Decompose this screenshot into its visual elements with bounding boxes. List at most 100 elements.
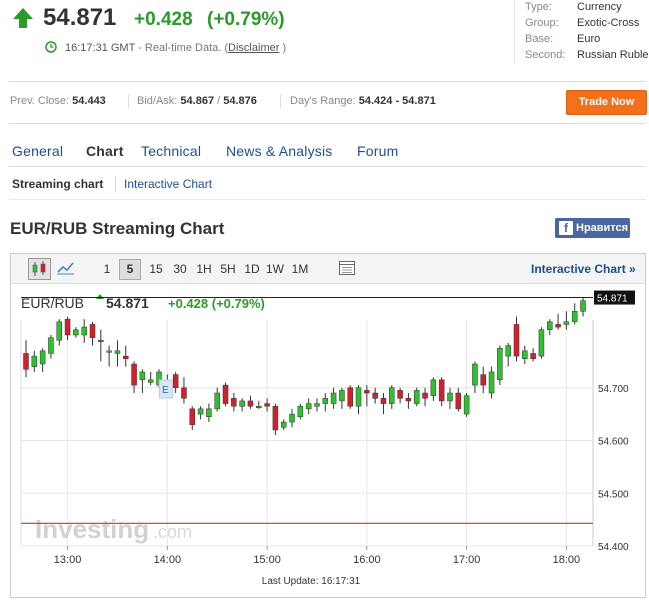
chart-panel: [10, 253, 646, 598]
candle-body: [405, 398, 412, 402]
candle-body: [480, 374, 486, 386]
interval-1W[interactable]: 1W: [266, 262, 284, 276]
chart-change: +0.428 (+0.79%): [168, 296, 265, 311]
interval-1[interactable]: 1: [103, 262, 111, 276]
chart-settings-button[interactable]: [337, 258, 357, 278]
chart-last-price: 54.871: [106, 295, 149, 311]
candle-body: [172, 374, 179, 388]
candle-body: [488, 371, 495, 394]
candle-body: [455, 392, 462, 410]
facebook-like-button[interactable]: f Нравится: [555, 218, 630, 238]
interval-15[interactable]: 15: [149, 262, 163, 276]
candle-body: [447, 392, 453, 402]
candle-body: [39, 350, 46, 365]
divider: [280, 94, 281, 108]
line-chart-icon: [57, 262, 74, 275]
candle-body: [222, 384, 229, 404]
candle-body: [555, 324, 561, 328]
candle-body: [397, 390, 403, 399]
candle-body: [330, 392, 337, 404]
bid-ask-label: Bid/Ask:: [137, 95, 178, 107]
interval-30[interactable]: 30: [173, 262, 187, 276]
chart-toolbar: [11, 254, 645, 284]
candle-body: [98, 340, 104, 343]
candle-body: [147, 379, 154, 383]
y-tick-label: 54.500: [598, 489, 629, 500]
x-tick-label: 13:00: [54, 554, 82, 566]
candle-body: [31, 355, 38, 367]
divider: [115, 177, 116, 191]
candle-body: [463, 395, 470, 415]
price-change-percent: (+0.79%): [207, 9, 285, 30]
candlestick-chart: EUR/RUB 54.871 +0.428 (+0.79%) 54.700 54.…: [20, 290, 635, 587]
candle-body: [114, 350, 121, 354]
candle-body: [347, 387, 353, 407]
ask-value: 54.876: [223, 95, 257, 107]
y-tick-label: 54.700: [598, 384, 629, 395]
prev-close-label: Prev. Close:: [10, 95, 70, 107]
bid-ask: Bid/Ask: 54.867 / 54.876: [137, 95, 257, 107]
tabs-divider: [9, 166, 646, 167]
last-price-tag: [594, 290, 635, 305]
candle-body: [380, 398, 387, 404]
interval-1M[interactable]: 1M: [291, 262, 309, 276]
candle-body: [280, 421, 287, 428]
interval-5[interactable]: 5: [119, 259, 141, 280]
info-row-base: Base: Euro: [525, 32, 649, 48]
interval-1H[interactable]: 1H: [196, 262, 212, 276]
candle-body: [289, 413, 295, 423]
subtab-interactive-chart[interactable]: Interactive Chart: [124, 177, 213, 191]
instrument-info: Type: Currency Group: Exotic-Cross Base: Eu…: [514, 0, 649, 64]
candle-body: [189, 408, 196, 425]
update-time-line: 16:17:31 GMT - Real-time Data. (Disclaim…: [65, 42, 286, 54]
candle-body: [563, 321, 570, 325]
info-value: Currency: [577, 1, 622, 13]
prev-close-value: 54.443: [72, 95, 106, 107]
chart-symbol: EUR/RUB: [21, 295, 84, 311]
candle-body: [364, 390, 370, 394]
info-row-second: Second: Russian Ruble: [525, 48, 649, 64]
interactive-chart-link[interactable]: Interactive Chart »: [531, 262, 636, 276]
tab-news-analysis[interactable]: News & Analysis: [226, 143, 333, 159]
y-tick-label: 54.400: [598, 542, 629, 553]
x-tick-label: 17:00: [453, 554, 481, 566]
candle-body: [56, 321, 63, 341]
candle-body: [530, 353, 536, 359]
info-value: Russian Ruble: [577, 49, 649, 61]
candle-body: [322, 398, 329, 404]
last-update: Last Update: 16:17:31: [262, 576, 361, 587]
chart-up-arrow-icon: [96, 294, 104, 299]
tab-chart[interactable]: Chart: [86, 143, 124, 159]
facebook-icon: f: [559, 221, 573, 235]
candle-body: [355, 387, 362, 407]
last-price: 54.871: [43, 4, 117, 31]
interval-5H[interactable]: 5H: [220, 262, 236, 276]
candlestick-chart-button[interactable]: [28, 258, 51, 280]
event-marker-label: E: [162, 385, 169, 396]
candle-body: [580, 300, 586, 312]
candle-body: [181, 387, 187, 399]
candle-body: [247, 400, 254, 407]
info-key: Group:: [525, 17, 559, 29]
subtab-streaming-chart[interactable]: Streaming chart: [12, 177, 104, 191]
prev-close: Prev. Close: 54.443: [10, 95, 106, 107]
days-range-label: Day's Range:: [290, 95, 356, 107]
plot-area: 54.700 54.600 54.500 54.400 13:00 14:00 15:00 1…: [20, 290, 635, 566]
tab-forum[interactable]: Forum: [357, 143, 399, 159]
disclaimer-link[interactable]: Disclaimer: [228, 42, 280, 54]
candle-body: [48, 337, 54, 354]
candle-body: [264, 403, 270, 407]
close-paren: ): [279, 42, 287, 54]
line-chart-button[interactable]: [55, 258, 76, 278]
x-tick-label: 15:00: [253, 554, 281, 566]
trade-now-button[interactable]: Trade Now: [566, 90, 647, 115]
candle-body: [339, 390, 345, 402]
candle-body: [505, 345, 511, 357]
candle-body: [139, 371, 146, 381]
interval-1D[interactable]: 1D: [244, 262, 260, 276]
tab-general[interactable]: General: [12, 143, 64, 159]
update-time: 16:17:31 GMT: [65, 42, 136, 54]
tab-technical[interactable]: Technical: [141, 143, 202, 159]
x-tick-label: 14:00: [154, 554, 182, 566]
last-price-tag-label: 54.871: [597, 294, 628, 305]
